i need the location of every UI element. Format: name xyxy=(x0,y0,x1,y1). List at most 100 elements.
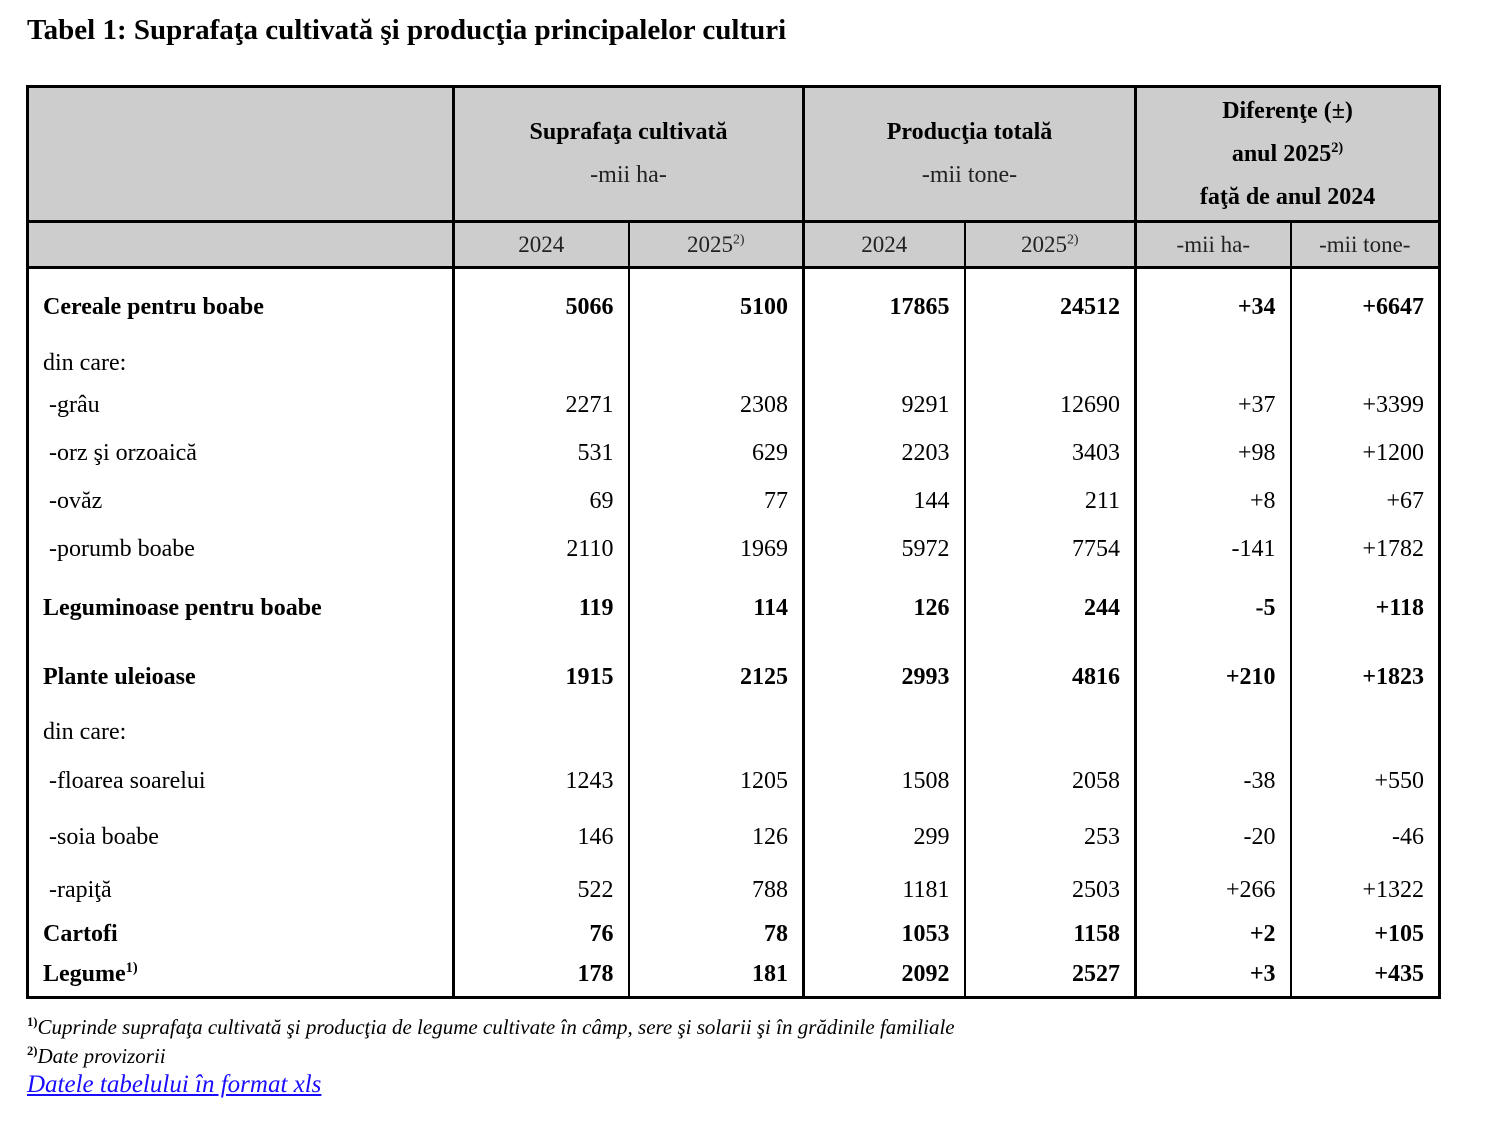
table-row: -porumb boabe 2110 1969 5972 7754 -141 +1782 xyxy=(28,525,1440,574)
row-label: -orz şi orzoaică xyxy=(28,430,454,478)
row-label: din care: xyxy=(28,346,454,382)
cell-diff-mii-tone xyxy=(1289,345,1440,382)
cell-productia-2025: 7754 xyxy=(963,525,1136,574)
xls-download-link[interactable]: Datele tabelului în format xls xyxy=(27,1071,322,1098)
footnotes: 1)Cuprinde suprafaţa cultivată şi produc… xyxy=(27,1013,955,1071)
row-label: Plante uleioase xyxy=(28,644,454,712)
footnote-1-mark: 1) xyxy=(27,1015,38,1029)
header-productia-unit: -mii tone- xyxy=(921,162,1018,188)
cell-productia-2024: 5972 xyxy=(802,525,965,574)
cell-diff-mii-ha: +2 xyxy=(1134,915,1291,954)
header-diferente-line3: faţă de anul 2024 xyxy=(1199,183,1376,210)
cell-diff-mii-tone: +1782 xyxy=(1289,525,1440,574)
year-2025-label: 2025 xyxy=(1021,231,1067,257)
cell-suprafata-2024: 5066 xyxy=(452,267,629,346)
table-row: -rapiţă 522 788 1181 2503 +266 +1322 xyxy=(28,865,1440,916)
year-2025-footnote-mark: 2) xyxy=(733,230,745,246)
cell-productia-2024: 144 xyxy=(802,477,965,526)
cell-diff-mii-tone: +6647 xyxy=(1289,267,1440,346)
cell-diff-mii-ha: +210 xyxy=(1134,643,1291,712)
cell-suprafata-2024 xyxy=(452,711,629,754)
cell-suprafata-2024 xyxy=(452,345,629,382)
diff-unit-tone: -mii tone- xyxy=(1289,221,1440,269)
footnote-2-text: Date provizorii xyxy=(37,1044,166,1068)
cell-productia-2024: 9291 xyxy=(802,381,965,430)
table-row: Legume1) 178 181 2092 2527 +3 +435 xyxy=(28,953,1440,998)
cell-diff-mii-tone: +1322 xyxy=(1289,865,1440,916)
row-label-text: -rapiţă xyxy=(49,877,112,903)
table-row: din care: xyxy=(28,345,1440,382)
header-diferente-line1: Diferenţe (±) xyxy=(1222,97,1353,124)
cell-suprafata-2024: 522 xyxy=(452,865,629,916)
cell-diff-mii-ha: +3 xyxy=(1134,953,1291,998)
cell-suprafata-2024: 119 xyxy=(452,573,629,644)
cell-suprafata-2025: 1205 xyxy=(627,753,804,810)
table-row: Leguminoase pentru boabe 119 114 126 244 -5 +1… xyxy=(28,573,1440,644)
row-label: Legume1) xyxy=(28,954,454,998)
footnote-2: 2)Date provizorii xyxy=(27,1042,955,1071)
cell-productia-2025: 24512 xyxy=(963,267,1136,346)
cell-productia-2024: 1181 xyxy=(802,865,965,916)
year-2024-suprafata: 2024 xyxy=(452,221,629,269)
cell-diff-mii-ha: -5 xyxy=(1134,573,1291,644)
cell-productia-2025: 2503 xyxy=(963,865,1136,916)
cell-diff-mii-tone: +67 xyxy=(1289,477,1440,526)
row-label: -porumb boabe xyxy=(28,526,454,574)
row-label-text: Plante uleioase xyxy=(43,664,196,690)
row-label-text: -soia boabe xyxy=(49,824,159,850)
row-label-text: din care: xyxy=(43,719,127,745)
row-label: -grâu xyxy=(28,382,454,430)
footnote-1-text: Cuprinde suprafaţa cultivată şi producţi… xyxy=(37,1015,955,1039)
cell-diff-mii-tone: +105 xyxy=(1289,915,1440,954)
cell-suprafata-2025: 114 xyxy=(627,573,804,644)
year-2025-label: 2025 xyxy=(687,231,733,257)
cell-diff-mii-tone: +3399 xyxy=(1289,381,1440,430)
cell-suprafata-2024: 146 xyxy=(452,809,629,866)
cell-diff-mii-tone: +1823 xyxy=(1289,643,1440,712)
year-2024-productia: 2024 xyxy=(802,221,965,269)
header-diferente: Diferenţe (±) anul 20252) faţă de anul 2… xyxy=(1134,86,1440,223)
table-title: Tabel 1: Suprafaţa cultivată şi producţi… xyxy=(27,14,787,46)
row-label: Cartofi xyxy=(28,916,454,954)
cell-diff-mii-ha: -141 xyxy=(1134,525,1291,574)
cell-productia-2024: 17865 xyxy=(802,267,965,346)
header-empty-cell xyxy=(27,86,454,223)
cell-productia-2024: 2203 xyxy=(802,429,965,478)
cell-suprafata-2024: 76 xyxy=(452,915,629,954)
header-productia: Producţia totală -mii tone- xyxy=(801,86,1136,223)
row-label: -ovăz xyxy=(28,478,454,526)
footnote-1: 1)Cuprinde suprafaţa cultivată şi produc… xyxy=(27,1013,955,1042)
row-label: din care: xyxy=(28,712,454,754)
cell-productia-2025: 253 xyxy=(963,809,1136,866)
cell-suprafata-2025: 78 xyxy=(627,915,804,954)
footnote-2-mark: 2) xyxy=(27,1044,38,1058)
table-row: -grâu 2271 2308 9291 12690 +37 +3399 xyxy=(28,381,1440,430)
table-row: -soia boabe 146 126 299 253 -20 -46 xyxy=(28,809,1440,866)
row-label-text: -grâu xyxy=(49,392,100,418)
cell-productia-2025: 2058 xyxy=(963,753,1136,810)
cell-productia-2025: 12690 xyxy=(963,381,1136,430)
row-label-text: Cereale pentru boabe xyxy=(43,293,264,320)
cell-diff-mii-tone: +118 xyxy=(1289,573,1440,644)
row-label-text: -ovăz xyxy=(49,488,103,514)
diff-unit-ha: -mii ha- xyxy=(1134,221,1291,269)
table-row: Plante uleioase 1915 2125 2993 4816 +210 +1823 xyxy=(28,643,1440,712)
row-label-text: din care: xyxy=(43,350,127,376)
cell-productia-2024: 2092 xyxy=(802,953,965,998)
cell-diff-mii-ha: -38 xyxy=(1134,753,1291,810)
cell-productia-2025: 3403 xyxy=(963,429,1136,478)
cell-diff-mii-tone xyxy=(1289,711,1440,754)
header-empty-cell-2 xyxy=(27,221,454,269)
header-diferente-line2: anul 20252) xyxy=(1137,133,1438,176)
cell-suprafata-2025 xyxy=(627,711,804,754)
cell-productia-2024: 126 xyxy=(802,573,965,644)
cell-suprafata-2025: 77 xyxy=(627,477,804,526)
year-2025-footnote-mark: 2) xyxy=(1067,230,1079,246)
cell-productia-2024: 299 xyxy=(802,809,965,866)
cell-suprafata-2025: 181 xyxy=(627,953,804,998)
cell-suprafata-2024: 1243 xyxy=(452,753,629,810)
cell-diff-mii-ha: +266 xyxy=(1134,865,1291,916)
cell-diff-mii-tone: +435 xyxy=(1289,953,1440,998)
cell-suprafata-2024: 2271 xyxy=(452,381,629,430)
cell-productia-2025 xyxy=(963,711,1136,754)
